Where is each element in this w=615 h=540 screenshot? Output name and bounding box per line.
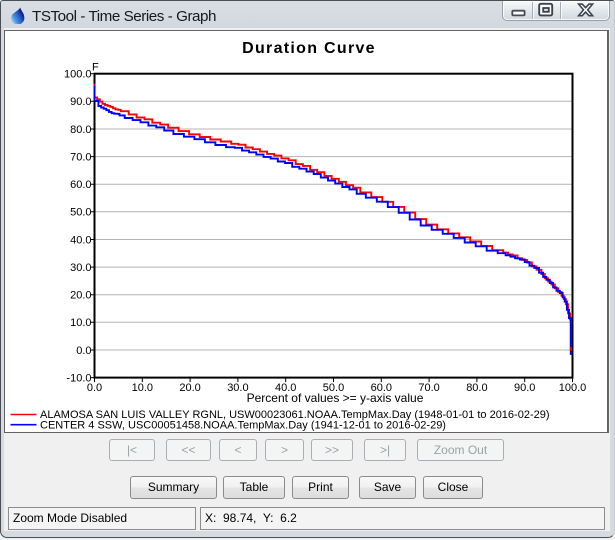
svg-text:ALAMOSA SAN LUIS VALLEY RGNL,: ALAMOSA SAN LUIS VALLEY RGNL, USW0002306… [40,409,550,421]
svg-text:20.0: 20.0 [179,382,200,394]
svg-text:70.0: 70.0 [418,382,439,394]
svg-text:90.0: 90.0 [70,96,91,108]
svg-text:30.0: 30.0 [70,262,91,274]
svg-text:90.0: 90.0 [514,382,535,394]
svg-text:50.0: 50.0 [70,207,91,219]
svg-text:40.0: 40.0 [275,382,296,394]
svg-text:60.0: 60.0 [70,179,91,191]
svg-text:0.0: 0.0 [76,345,91,357]
svg-text:F: F [92,62,99,74]
svg-text:Duration Curve: Duration Curve [242,40,376,57]
svg-text:60.0: 60.0 [371,382,392,394]
svg-text:-10.0: -10.0 [66,372,91,384]
svg-text:70.0: 70.0 [70,151,91,163]
svg-text:80.0: 80.0 [70,124,91,136]
svg-text:Percent of values >= y-axis va: Percent of values >= y-axis value [247,391,424,405]
svg-text:50.0: 50.0 [323,382,344,394]
svg-text:0.0: 0.0 [87,382,102,394]
svg-text:100.0: 100.0 [64,69,92,81]
svg-text:10.0: 10.0 [132,382,153,394]
svg-text:40.0: 40.0 [70,234,91,246]
svg-text:CENTER 4 SSW, USC00051458.NOAA: CENTER 4 SSW, USC00051458.NOAA.TempMax.D… [40,419,446,431]
svg-text:20.0: 20.0 [70,290,91,302]
svg-text:10.0: 10.0 [70,317,91,329]
svg-text:100.0: 100.0 [559,382,587,394]
svg-text:80.0: 80.0 [466,382,487,394]
svg-text:30.0: 30.0 [227,382,248,394]
